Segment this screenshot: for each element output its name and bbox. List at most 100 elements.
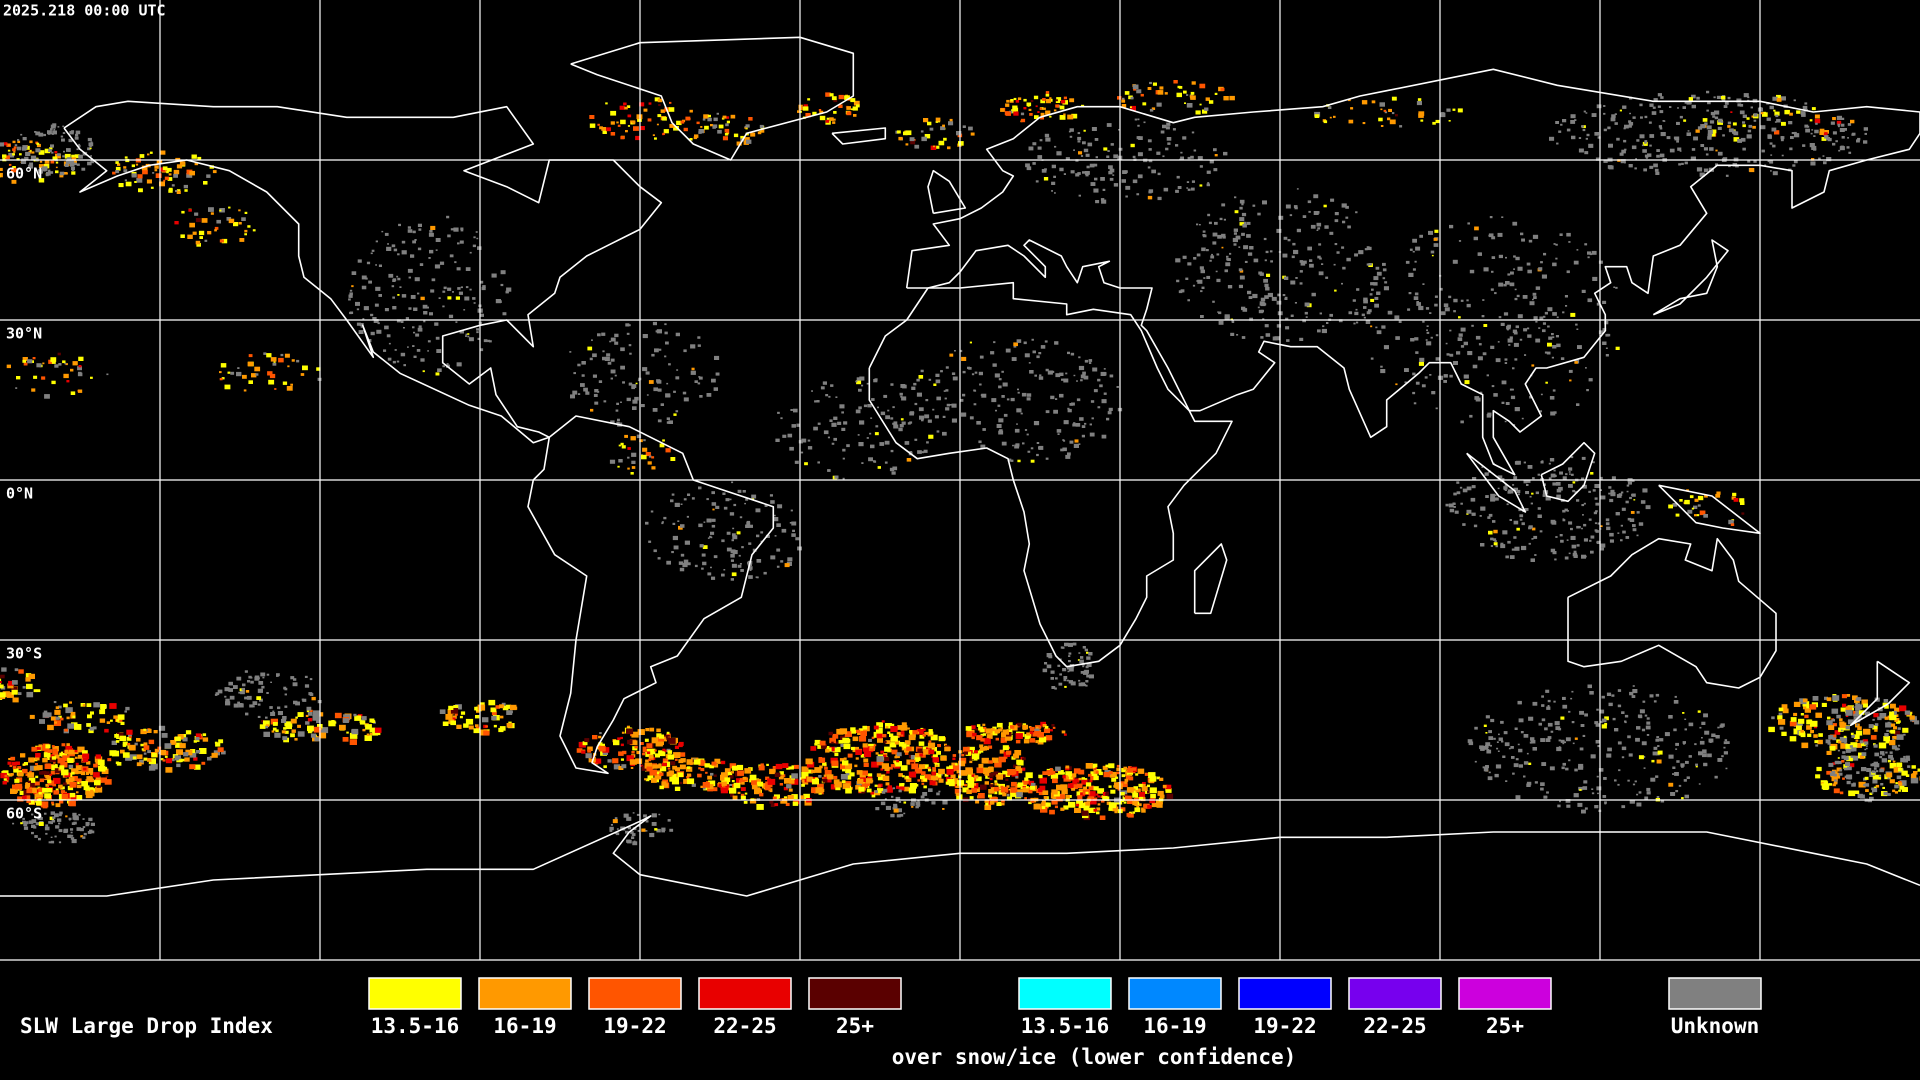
pixel-cluster	[1910, 773, 1917, 779]
pixel-cluster	[845, 788, 852, 794]
pixel-cluster	[1368, 247, 1371, 250]
pixel-cluster	[1581, 456, 1586, 460]
pixel-cluster	[1128, 776, 1134, 781]
pixel-cluster	[1277, 293, 1281, 297]
pixel-cluster	[475, 726, 480, 730]
pixel-cluster	[1618, 769, 1621, 772]
pixel-cluster	[961, 753, 965, 757]
pixel-cluster	[968, 126, 973, 131]
pixel-cluster	[1068, 773, 1072, 777]
pixel-cluster	[634, 745, 638, 749]
pixel-cluster	[153, 730, 158, 734]
pixel-cluster	[396, 319, 401, 323]
pixel-cluster	[909, 783, 917, 789]
pixel-cluster	[729, 512, 735, 516]
pixel-cluster	[948, 121, 954, 126]
pixel-cluster	[1527, 327, 1530, 330]
pixel-cluster	[1276, 324, 1281, 328]
pixel-cluster	[668, 107, 675, 112]
pixel-cluster	[1578, 137, 1582, 139]
pixel-cluster	[1530, 739, 1536, 744]
pixel-cluster	[1655, 171, 1660, 175]
pixel-cluster	[77, 784, 82, 789]
pixel-cluster	[1429, 374, 1432, 376]
pixel-cluster	[1553, 700, 1556, 703]
pixel-cluster	[1319, 257, 1322, 260]
pixel-cluster	[1597, 522, 1601, 525]
pixel-cluster	[1683, 119, 1687, 122]
pixel-cluster	[1896, 762, 1903, 768]
pixel-cluster	[1684, 161, 1688, 165]
pixel-cluster	[106, 721, 111, 724]
pixel-cluster	[855, 785, 861, 790]
pixel-cluster	[1029, 738, 1036, 743]
pixel-cluster	[20, 753, 26, 758]
pixel-cluster	[1532, 747, 1537, 751]
pixel-cluster	[658, 348, 662, 351]
pixel-cluster	[1120, 807, 1126, 812]
pixel-cluster	[626, 725, 630, 729]
pixel-cluster	[1774, 111, 1780, 116]
pixel-cluster	[1609, 498, 1614, 503]
pixel-cluster	[500, 283, 504, 287]
pixel-cluster	[877, 774, 886, 781]
pixel-cluster	[1038, 774, 1043, 779]
pixel-cluster	[370, 313, 374, 317]
pixel-cluster	[1884, 705, 1889, 709]
pixel-cluster	[1510, 271, 1514, 275]
pixel-cluster	[704, 125, 709, 130]
data-layer	[0, 80, 1920, 846]
pixel-cluster	[34, 781, 40, 786]
pixel-cluster	[513, 706, 518, 710]
pixel-cluster	[52, 746, 59, 752]
pixel-cluster	[1034, 374, 1037, 377]
pixel-cluster	[974, 750, 978, 754]
pixel-cluster	[859, 783, 867, 789]
pixel-cluster	[1657, 93, 1662, 97]
pixel-cluster	[339, 724, 346, 731]
pixel-cluster	[1443, 380, 1447, 383]
pixel-cluster	[1624, 148, 1627, 151]
pixel-cluster	[1089, 432, 1095, 437]
pixel-cluster	[1325, 276, 1329, 279]
pixel-cluster	[1714, 775, 1718, 779]
pixel-cluster	[36, 363, 42, 368]
pixel-cluster	[945, 407, 950, 411]
pixel-cluster	[1223, 218, 1226, 221]
pixel-cluster	[791, 521, 797, 526]
pixel-cluster	[1093, 786, 1099, 791]
pixel-cluster	[442, 305, 445, 308]
pixel-cluster	[1545, 381, 1548, 384]
pixel-cluster	[1793, 722, 1800, 727]
pixel-cluster	[619, 105, 625, 110]
pixel-cluster	[1751, 115, 1755, 118]
pixel-cluster	[732, 795, 738, 800]
pixel-cluster	[435, 336, 440, 340]
pixel-cluster	[38, 164, 44, 168]
pixel-cluster	[1026, 786, 1029, 789]
pixel-cluster	[1591, 113, 1597, 117]
pixel-cluster	[7, 149, 11, 152]
pixel-cluster	[825, 92, 831, 97]
pixel-cluster	[179, 759, 183, 763]
pixel-cluster	[27, 780, 31, 784]
pixel-cluster	[1634, 167, 1637, 170]
pixel-cluster	[1503, 312, 1509, 316]
pixel-cluster	[1552, 482, 1557, 486]
pixel-cluster	[208, 207, 214, 212]
pixel-cluster	[833, 775, 838, 780]
pixel-cluster	[1159, 777, 1164, 781]
pixel-cluster	[709, 535, 712, 538]
pixel-cluster	[1075, 423, 1081, 427]
pixel-cluster	[422, 304, 428, 309]
pixel-cluster	[723, 569, 726, 571]
pixel-cluster	[180, 234, 185, 238]
pixel-cluster	[1034, 115, 1039, 119]
pixel-cluster	[349, 739, 357, 745]
pixel-cluster	[1742, 121, 1746, 124]
pixel-cluster	[1899, 705, 1907, 712]
pixel-cluster	[1049, 809, 1055, 815]
pixel-cluster	[739, 563, 742, 565]
pixel-cluster	[164, 755, 168, 758]
pixel-cluster	[1449, 224, 1454, 229]
